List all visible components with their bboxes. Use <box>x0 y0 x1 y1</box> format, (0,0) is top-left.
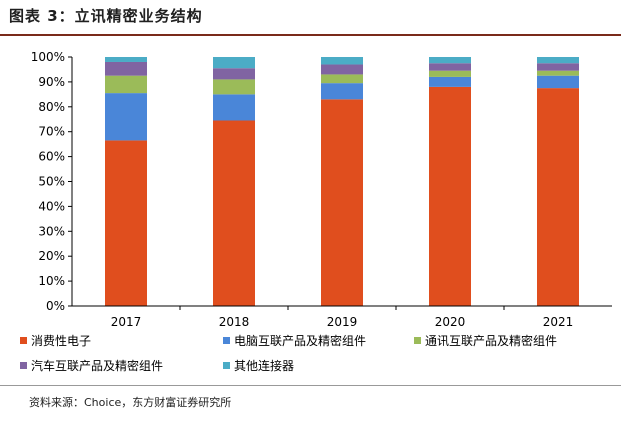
bar-segment <box>213 79 255 95</box>
y-tick-label: 40% <box>38 199 65 213</box>
source-note: 资料来源：Choice，东方财富证券研究所 <box>29 396 232 409</box>
x-tick-label: 2020 <box>435 315 466 329</box>
y-tick-label: 70% <box>38 125 65 139</box>
bottom-rule <box>0 385 621 386</box>
bar-segment <box>537 88 579 306</box>
bar-segment <box>105 57 147 62</box>
bar-segment <box>105 75 147 94</box>
bar-segment <box>105 93 147 141</box>
legend-swatch <box>223 362 230 369</box>
y-tick-label: 10% <box>38 274 65 288</box>
y-tick-label: 100% <box>31 50 65 64</box>
x-tick-label: 2017 <box>111 315 142 329</box>
y-tick-label: 30% <box>38 224 65 238</box>
legend-label: 通讯互联产品及精密组件 <box>425 333 557 348</box>
x-tick-label: 2019 <box>327 315 358 329</box>
bar-segment <box>213 120 255 307</box>
legend-label: 其他连接器 <box>234 358 294 373</box>
title-rule <box>0 34 621 36</box>
bar-segment <box>321 57 363 65</box>
bar-segment <box>537 75 579 89</box>
bar-segment <box>537 57 579 64</box>
bar-segment <box>537 70 579 76</box>
legend-label: 电脑互联产品及精密组件 <box>234 333 366 348</box>
bars <box>105 57 579 307</box>
legend-swatch <box>20 337 27 344</box>
bar-segment <box>429 86 471 306</box>
bar-segment <box>429 63 471 71</box>
y-tick-label: 80% <box>38 100 65 114</box>
bar-segment <box>213 57 255 69</box>
bar-segment <box>537 63 579 71</box>
y-tick-label: 50% <box>38 175 65 189</box>
bar-segment <box>429 76 471 87</box>
bar-segment <box>321 83 363 100</box>
legend-label: 汽车互联产品及精密组件 <box>31 358 163 373</box>
y-tick-label: 0% <box>46 299 65 313</box>
legend-swatch <box>20 362 27 369</box>
y-tick-label: 90% <box>38 75 65 89</box>
bar-segment <box>105 140 147 306</box>
y-tick-label: 20% <box>38 249 65 263</box>
bar-segment <box>321 99 363 306</box>
bar-segment <box>429 57 471 64</box>
legend-swatch <box>223 337 230 344</box>
y-axis: 0% 10% 20% 30% 40% 50% 60% 70% 80% 90% 100% <box>31 50 73 313</box>
x-axis: 2017 2018 2019 2020 2021 <box>72 305 612 329</box>
x-tick-label: 2021 <box>543 315 574 329</box>
bar-segment <box>213 94 255 121</box>
bar-segment <box>321 74 363 84</box>
y-tick-label: 60% <box>38 150 65 164</box>
x-tick-label: 2018 <box>219 315 250 329</box>
stacked-bar-chart: 0%10%20%30%40%50%60%70%80%90%100% 2017 20… <box>20 50 612 373</box>
chart-title: 图表 3：立讯精密业务结构 <box>9 7 203 25</box>
legend-swatch <box>414 337 421 344</box>
bar-segment <box>105 61 147 76</box>
bar-segment <box>429 70 471 77</box>
bar-segment <box>213 68 255 80</box>
legend-label: 消费性电子 <box>31 334 91 348</box>
bar-segment <box>321 64 363 75</box>
